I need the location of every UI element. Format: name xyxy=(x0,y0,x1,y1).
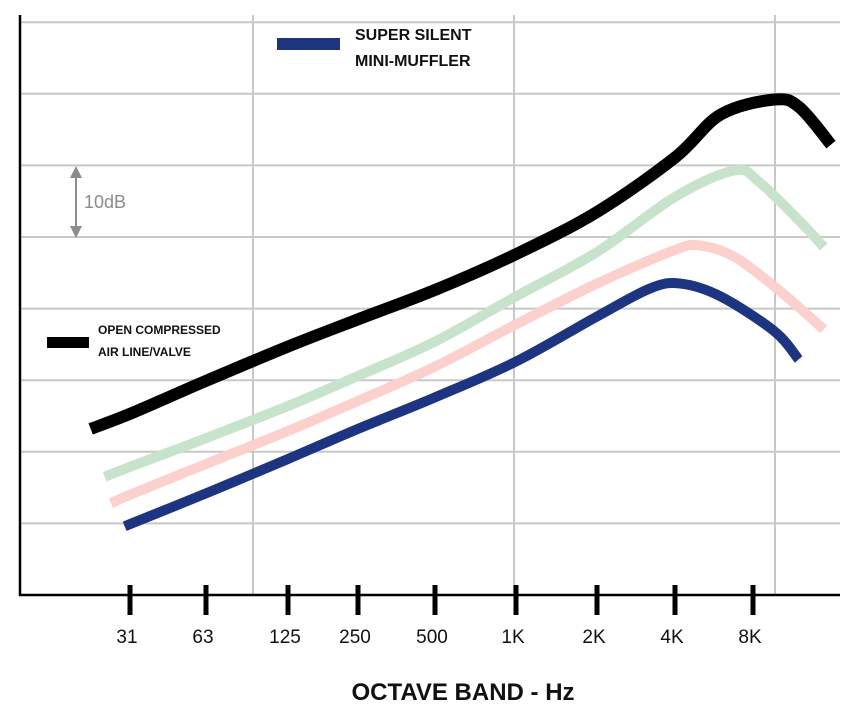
x-tick-label: 500 xyxy=(416,627,448,648)
x-tick-label: 31 xyxy=(116,627,137,648)
x-tick-label: 63 xyxy=(192,627,213,648)
x-tick-label: 2K xyxy=(582,627,606,648)
x-tick-label: 125 xyxy=(269,627,301,648)
x-tick-label: 250 xyxy=(339,627,371,648)
scale-annotation-label: 10dB xyxy=(84,192,126,212)
series-pink xyxy=(108,239,828,508)
series-green xyxy=(102,164,828,482)
legend-open-air-line: OPEN COMPRESSED AIR LINE/VALVE xyxy=(47,323,221,359)
legend-swatch-blue xyxy=(277,38,340,50)
legend-label-line2: AIR LINE/VALVE xyxy=(98,345,191,359)
series-lines xyxy=(88,93,836,531)
legend-label-line1: SUPER SILENT xyxy=(355,27,472,44)
series-mini-muffler xyxy=(122,277,803,531)
grid-lines xyxy=(20,15,840,595)
x-ticks: 31 63 125 250 500 1K 2K 4K 8K xyxy=(116,585,762,648)
x-tick-label: 8K xyxy=(738,627,762,648)
x-tick-label: 1K xyxy=(501,627,525,648)
axes xyxy=(18,15,840,597)
legend-mini-muffler: SUPER SILENT MINI-MUFFLER xyxy=(277,27,472,70)
legend-label-line1: OPEN COMPRESSED xyxy=(98,323,221,337)
x-tick-label: 4K xyxy=(660,627,684,648)
legend-label-line2: MINI-MUFFLER xyxy=(355,53,471,70)
scale-annotation: 10dB xyxy=(70,166,126,238)
series-open-air-line xyxy=(88,93,836,435)
legend-swatch-black xyxy=(47,337,89,348)
x-axis-label: OCTAVE BAND - Hz xyxy=(351,679,574,706)
